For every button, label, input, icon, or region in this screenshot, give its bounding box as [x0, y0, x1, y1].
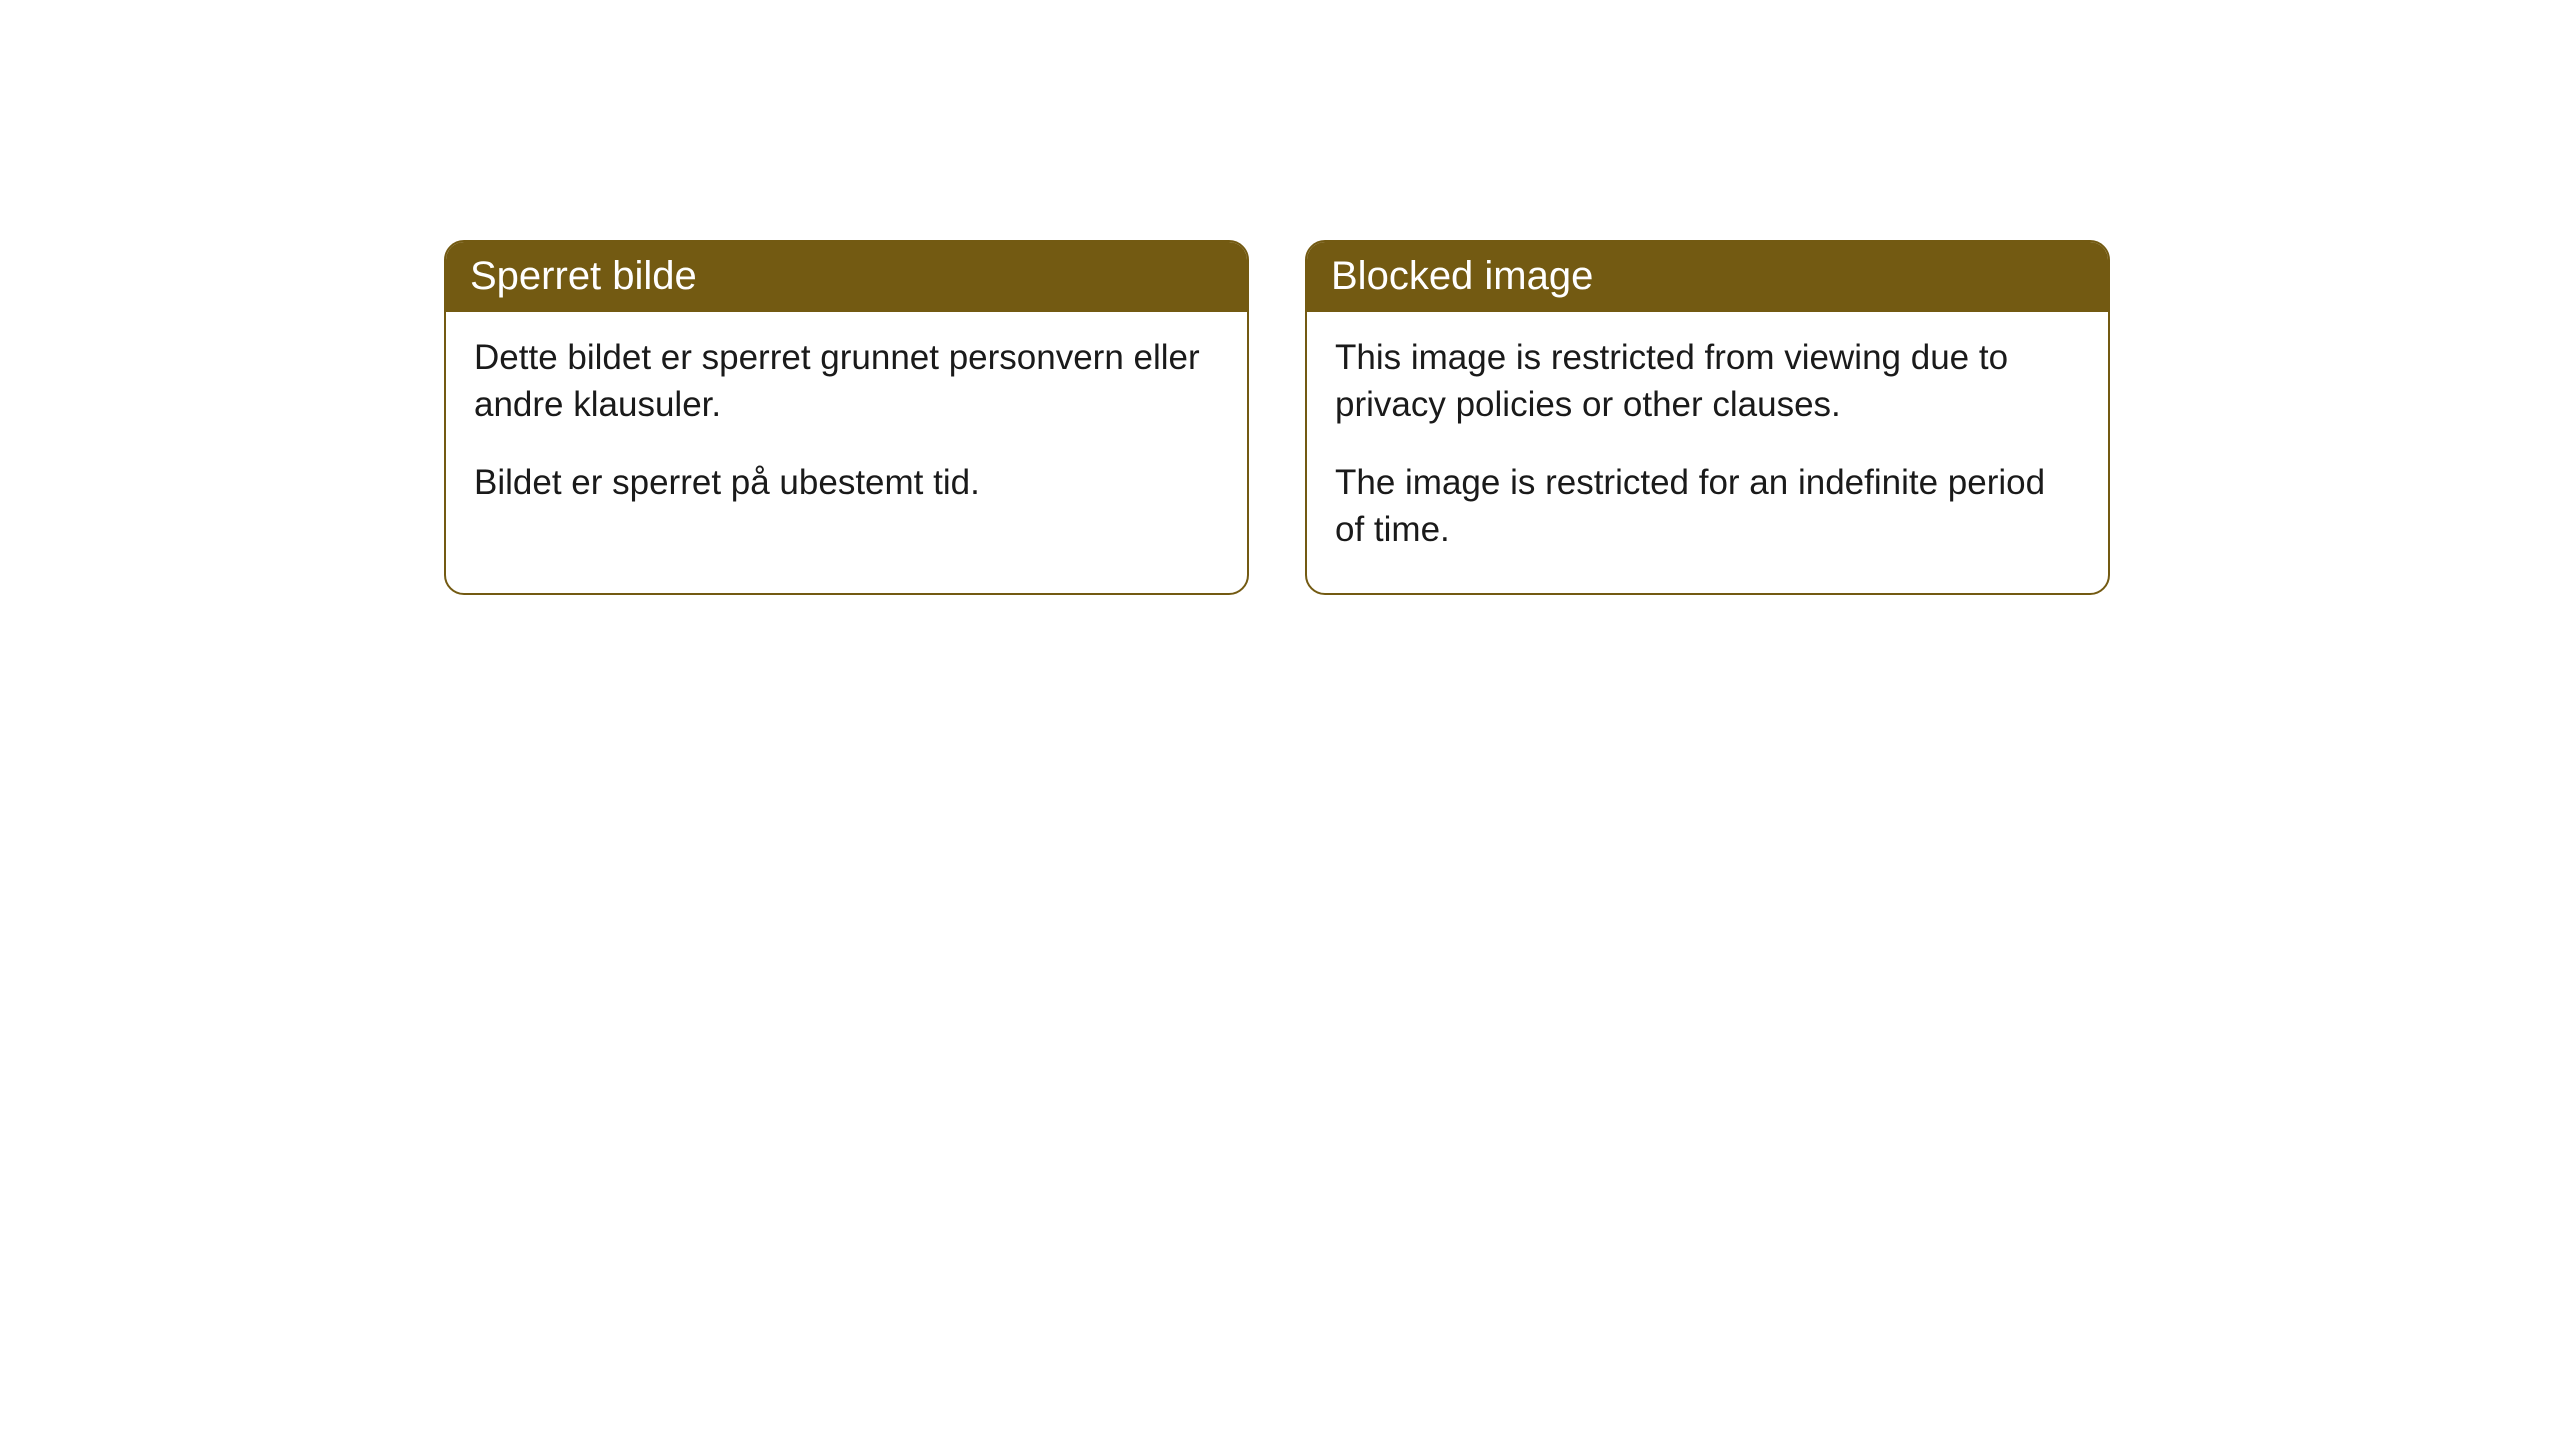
- notice-container: Sperret bilde Dette bildet er sperret gr…: [0, 0, 2560, 595]
- card-header: Sperret bilde: [446, 242, 1247, 312]
- card-body: Dette bildet er sperret grunnet personve…: [446, 312, 1247, 546]
- notice-paragraph: Bildet er sperret på ubestemt tid.: [474, 459, 1219, 506]
- notice-card-english: Blocked image This image is restricted f…: [1305, 240, 2110, 595]
- notice-paragraph: Dette bildet er sperret grunnet personve…: [474, 334, 1219, 429]
- notice-paragraph: The image is restricted for an indefinit…: [1335, 459, 2080, 554]
- card-body: This image is restricted from viewing du…: [1307, 312, 2108, 593]
- notice-card-norwegian: Sperret bilde Dette bildet er sperret gr…: [444, 240, 1249, 595]
- notice-paragraph: This image is restricted from viewing du…: [1335, 334, 2080, 429]
- card-header: Blocked image: [1307, 242, 2108, 312]
